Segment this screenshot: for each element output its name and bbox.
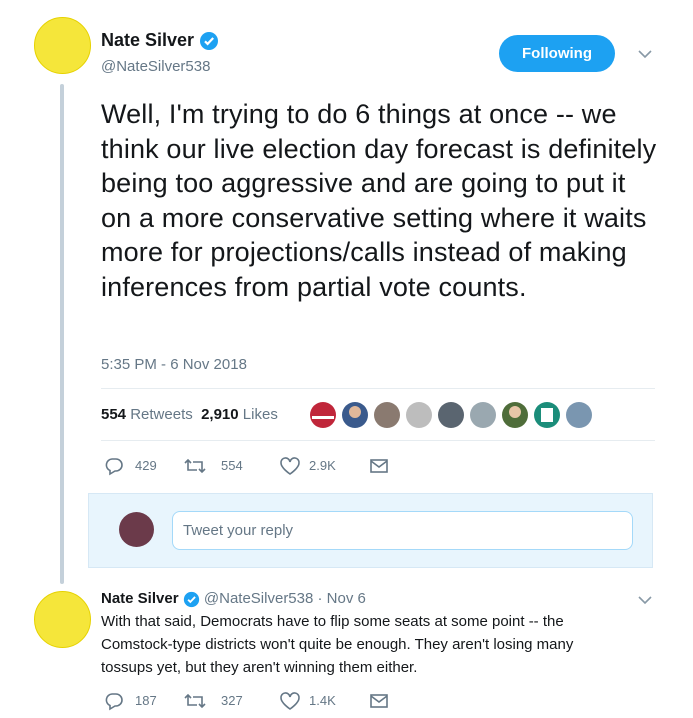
retweet-icon[interactable] — [183, 691, 207, 711]
liker-avatars — [310, 402, 592, 428]
reply-header: Nate Silver @NateSilver538 · Nov 6 — [101, 590, 366, 608]
name[interactable]: Nate Silver — [101, 30, 195, 50]
handle[interactable]: @NateSilver538 — [101, 58, 211, 75]
action-bar: 429 554 2.9K — [101, 455, 401, 477]
like-count[interactable]: 2,910 Likes — [201, 406, 278, 423]
author-name[interactable]: Nate Silver — [101, 30, 219, 51]
more-chevron[interactable] — [637, 594, 653, 606]
like-count: 2.9K — [309, 458, 336, 473]
action-bar: 187 327 1.4K — [101, 690, 401, 712]
count: 554 — [101, 406, 127, 423]
avatar[interactable] — [34, 591, 91, 648]
verified-badge — [200, 32, 219, 51]
divider — [101, 440, 655, 441]
stats: 554 Retweets 2,910 Likes — [101, 406, 278, 423]
label: Retweets — [130, 406, 193, 423]
like-icon[interactable] — [279, 691, 301, 711]
message-icon[interactable] — [369, 692, 389, 710]
verified-badge — [183, 591, 199, 607]
like-count: 1.4K — [309, 693, 336, 708]
reply-text: With that said, Democrats have to flip s… — [101, 613, 574, 676]
placeholder: Tweet your reply — [183, 522, 294, 539]
retweet-count[interactable]: 554 Retweets — [101, 406, 193, 423]
more-chevron[interactable] — [637, 48, 653, 60]
retweet-icon[interactable] — [183, 456, 207, 476]
reply-icon[interactable] — [104, 456, 124, 476]
reply-input[interactable]: Tweet your reply — [172, 511, 633, 550]
name[interactable]: Nate Silver — [101, 590, 179, 607]
tweet-text: Well, I'm trying to do 6 things at once … — [101, 99, 657, 302]
follow-button[interactable]: Following — [499, 35, 615, 72]
label: Likes — [242, 406, 278, 423]
handle[interactable]: @NateSilver538 — [203, 590, 314, 607]
retweet-count: 554 — [221, 458, 243, 473]
reply-icon[interactable] — [104, 691, 124, 711]
date[interactable]: · Nov 6 — [317, 590, 366, 607]
reply-count: 187 — [135, 693, 157, 708]
timestamp[interactable]: 5:35 PM - 6 Nov 2018 — [101, 356, 247, 373]
count: 2,910 — [201, 406, 239, 423]
like-icon[interactable] — [279, 456, 301, 476]
message-icon[interactable] — [369, 457, 389, 475]
thread-line — [60, 84, 64, 584]
my-avatar — [119, 512, 154, 547]
reply-count: 429 — [135, 458, 157, 473]
avatar[interactable] — [34, 17, 91, 74]
divider — [101, 388, 655, 389]
retweet-count: 327 — [221, 693, 243, 708]
